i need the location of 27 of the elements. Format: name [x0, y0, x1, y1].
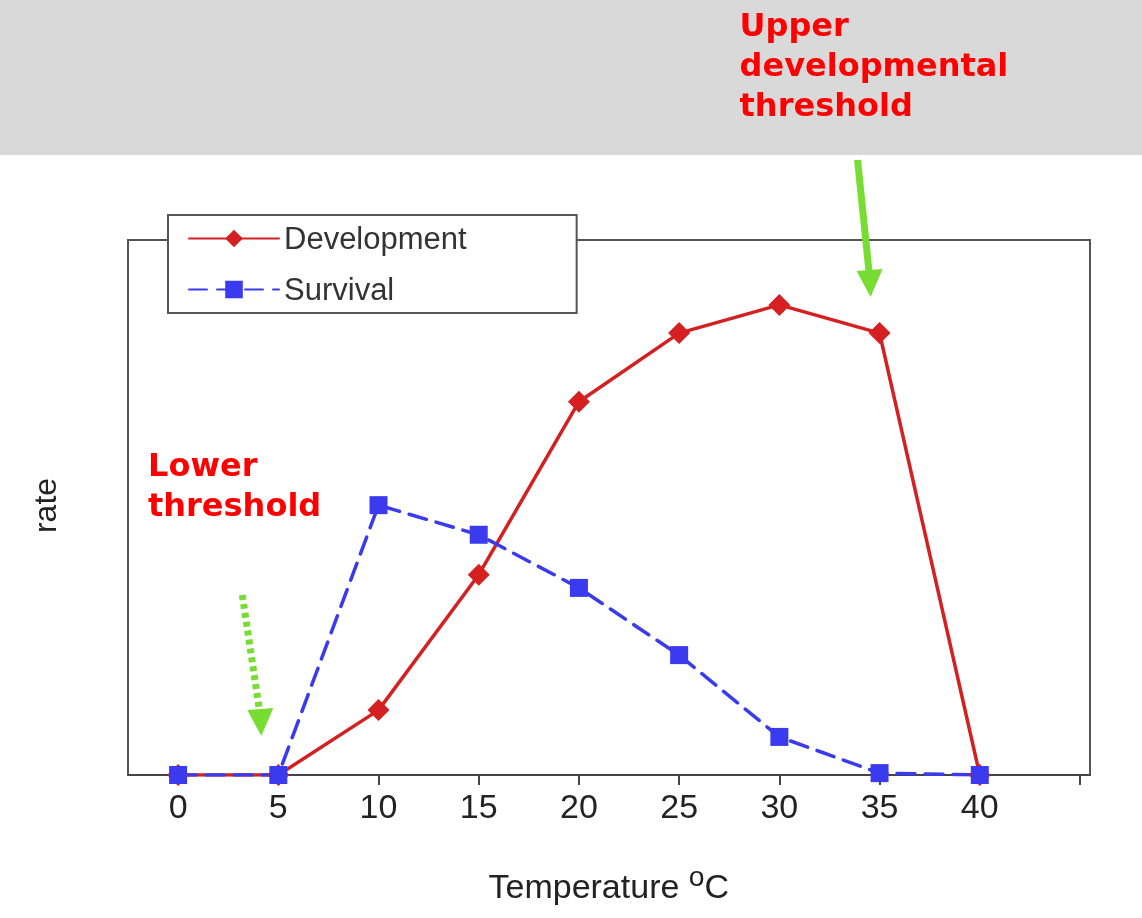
y-axis-title: rate — [26, 477, 64, 533]
x-tick-label: 25 — [660, 787, 699, 825]
point — [868, 322, 891, 345]
x-tick-label: 40 — [960, 787, 999, 825]
x-tick-label: 15 — [459, 787, 498, 825]
point — [367, 699, 390, 722]
x-axis-title: Temperature $^{o}$C — [488, 860, 730, 907]
point — [668, 322, 691, 345]
x-tick-label: 30 — [760, 787, 799, 825]
point — [870, 764, 889, 783]
x-tick-label: 5 — [268, 787, 288, 825]
point — [569, 578, 588, 597]
point — [670, 646, 689, 665]
point — [369, 496, 388, 515]
point — [469, 525, 488, 544]
annotation: Lower threshold — [148, 445, 323, 525]
point — [467, 563, 490, 586]
x-tick-label: 20 — [560, 787, 598, 825]
x-tick-label: 0 — [168, 787, 188, 825]
text: Upper developmental threshold — [739, 5, 1010, 125]
x-tick-label: 10 — [359, 787, 398, 825]
x-tick-label: 35 — [860, 787, 899, 825]
legend-label: Survival — [284, 272, 395, 307]
point — [567, 390, 590, 413]
point — [768, 293, 791, 316]
legend-label: Development — [284, 221, 468, 256]
point — [770, 727, 789, 746]
